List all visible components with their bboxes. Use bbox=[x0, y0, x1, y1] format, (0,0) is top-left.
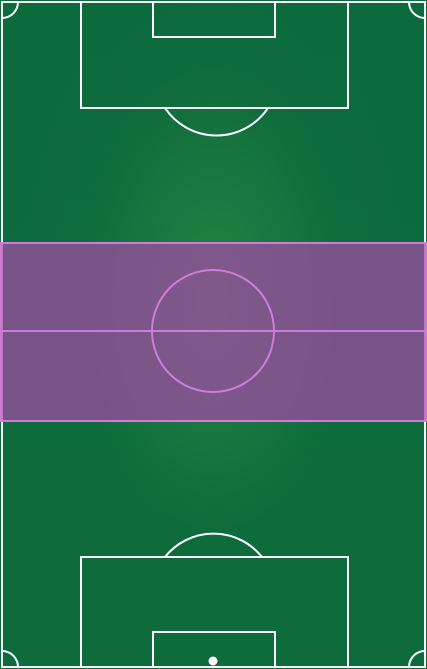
top-penalty-area bbox=[80, 1, 349, 109]
top-goal-area bbox=[152, 1, 276, 38]
corner-arc-top-right bbox=[408, 1, 426, 19]
corner-arc-bottom-left bbox=[1, 650, 19, 668]
corner-arc-top-left bbox=[1, 1, 19, 19]
bottom-penalty-area bbox=[80, 556, 349, 668]
bottom-goal-area bbox=[152, 631, 276, 668]
center-circle bbox=[151, 269, 275, 393]
bottom-penalty-spot bbox=[208, 656, 218, 666]
bottom-penalty-arc bbox=[164, 532, 263, 558]
top-penalty-arc bbox=[164, 107, 269, 137]
corner-arc-bottom-right bbox=[408, 650, 426, 668]
